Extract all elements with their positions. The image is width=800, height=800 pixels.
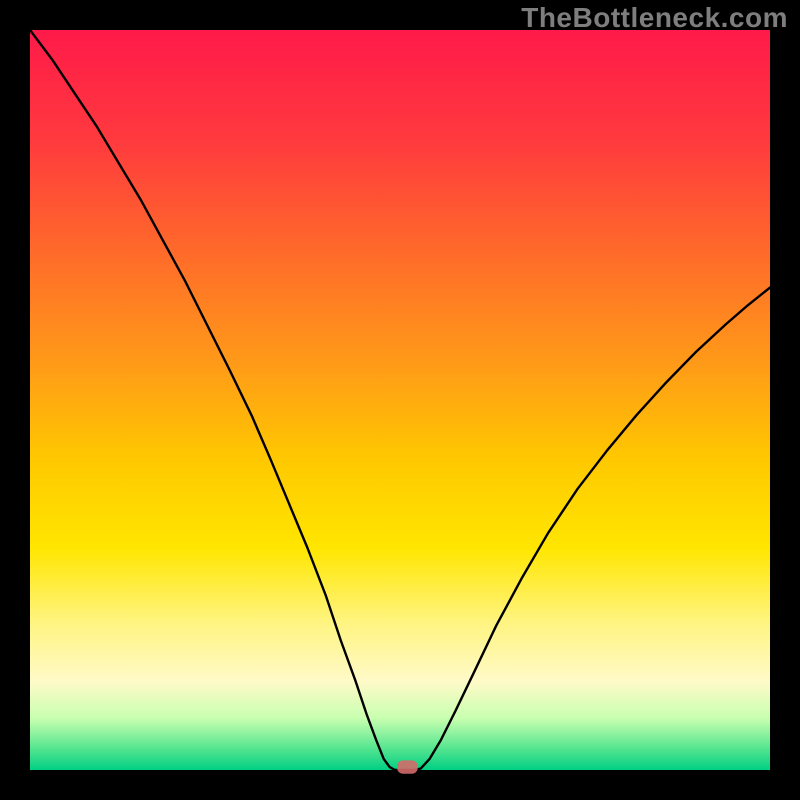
optimal-point-marker <box>397 760 418 773</box>
plot-background <box>30 30 770 770</box>
bottleneck-chart <box>0 0 800 800</box>
watermark-text: TheBottleneck.com <box>521 2 788 34</box>
